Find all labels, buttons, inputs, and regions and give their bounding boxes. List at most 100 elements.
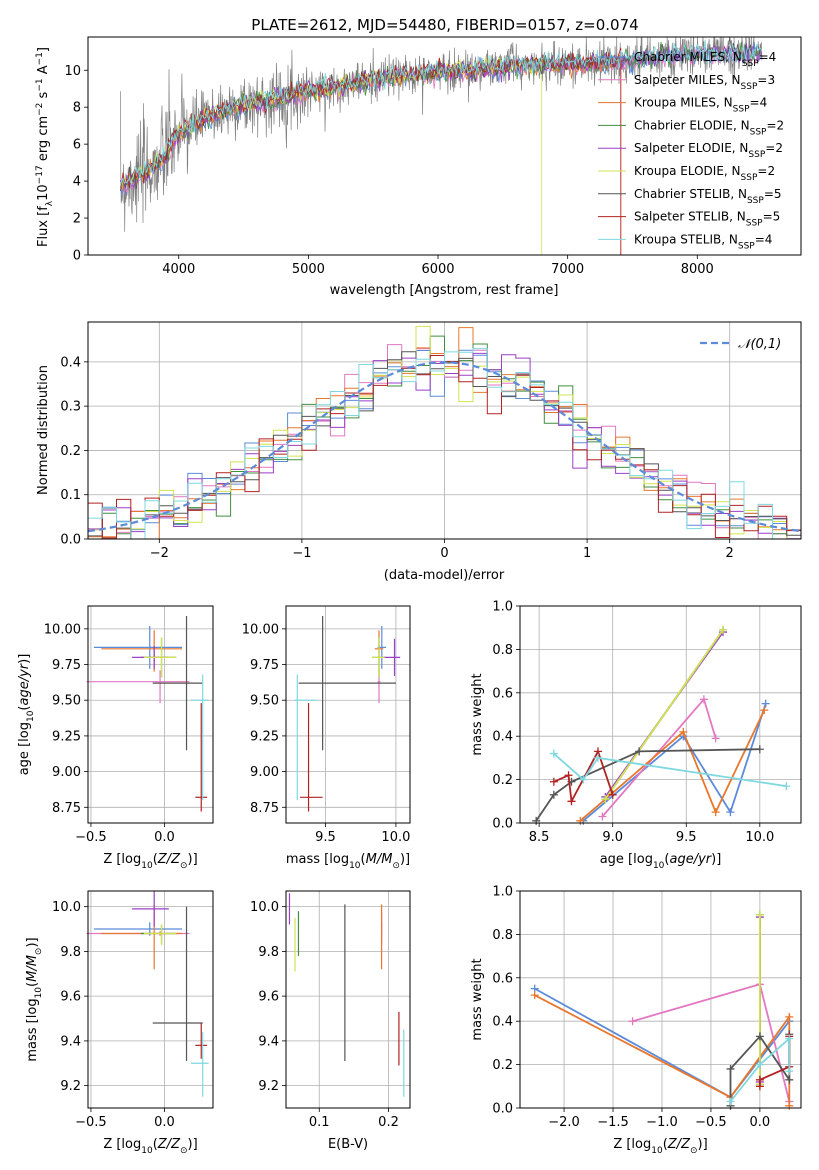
x-tick-label: −2: [150, 546, 169, 561]
x-tick-label: −2.0: [548, 1115, 580, 1130]
mass_vs_EBV-frame: [285, 890, 411, 1109]
x-tick-label: 0.2: [378, 1115, 399, 1130]
weight-marker: [785, 1075, 794, 1084]
weight-marker: [530, 991, 539, 1000]
age_vs_mass-plot: [294, 615, 401, 812]
x-tick-label: 10.0: [745, 830, 774, 845]
legend-label: Salpeter STELIB, NSSP=5: [634, 210, 780, 229]
y-axis-label: mass weight: [470, 958, 485, 1040]
weight_vs_age-frame: [519, 605, 802, 824]
y-tick-label: 10.00: [44, 622, 81, 637]
x-tick-label: −0.5: [75, 830, 107, 845]
legend-label: Salpeter MILES, NSSP=3: [634, 73, 775, 92]
x-axis-label: age [log10(age/yr)]: [600, 852, 722, 871]
weight-marker: [635, 747, 644, 756]
x-tick-label: −0.5: [75, 1115, 107, 1130]
y-tick-label: 9.8: [60, 945, 81, 960]
weight-line: [553, 752, 787, 787]
y-tick-label: 10.00: [242, 622, 279, 637]
weight-marker: [782, 782, 791, 791]
x-axis-label: mass [log10(M/M⊙)]: [286, 852, 410, 871]
weight-marker: [608, 790, 617, 799]
weight-marker: [785, 1067, 794, 1076]
y-tick-label: 9.2: [60, 1079, 81, 1094]
x-tick-label: 8000: [681, 262, 714, 277]
y-tick-label: 0.8: [492, 928, 513, 943]
weight-marker: [726, 808, 735, 817]
legend-label: 𝒩(0,1): [738, 337, 781, 352]
x-tick-label: 8.5: [529, 830, 550, 845]
weight-marker: [755, 910, 764, 919]
residuals-frame: [87, 321, 802, 540]
residuals-plot: [87, 325, 802, 540]
mass_vs_Z-plot: [86, 891, 209, 1097]
weight-marker: [593, 753, 602, 762]
weight-marker: [699, 695, 708, 704]
y-tick-label: 0.0: [60, 533, 81, 548]
weight_vs_age-grid: [520, 605, 801, 824]
weight-line: [582, 703, 767, 822]
spectrum-plot: [120, 36, 763, 255]
legend-label: Chabrier STELIB, NSSP=5: [634, 187, 782, 206]
y-tick-label: 9.8: [258, 945, 279, 960]
weight_vs_age-plot: [532, 625, 791, 825]
weight-marker: [755, 1075, 764, 1084]
y-tick-label: 9.6: [258, 990, 279, 1005]
x-axis-label: (data-model)/error: [384, 568, 505, 583]
y-tick-label: 0.8: [492, 643, 513, 658]
weight_vs_Z-panel: −2.0 −1.5 −1.0 −0.5 0.0 0.0 0.2 0.4 0.6 0.8 1.0 Z […: [470, 885, 802, 1156]
age_vs_Z-panel: −0.5 0.0 8.75 9.00 9.25 9.50 9.75 10.00 Z [log10…: [17, 605, 214, 871]
x-tick-label: 5000: [292, 262, 325, 277]
weight-line: [601, 697, 717, 818]
x-tick-label: 0.0: [154, 1115, 175, 1130]
weight-marker: [760, 706, 769, 715]
y-axis-label: age [log10(age/yr)]: [17, 654, 36, 776]
x-axis-label: Z [log10(Z/Z⊙)]: [103, 1137, 197, 1156]
histogram-step-line: [88, 335, 801, 540]
y-tick-label: 0.6: [492, 971, 513, 986]
weight-marker: [549, 790, 558, 799]
x-tick-label: 1: [583, 546, 591, 561]
weight-marker: [755, 745, 764, 754]
y-tick-label: 0.0: [492, 1102, 513, 1117]
y-tick-label: 10.0: [250, 900, 279, 915]
x-tick-label: 10.0: [381, 830, 410, 845]
mass_vs_Z-grid: [88, 891, 213, 1108]
weight-marker: [549, 749, 558, 758]
mass_vs_EBV-plot: [288, 893, 405, 1097]
y-tick-label: 0.4: [60, 355, 81, 370]
y-tick-label: 2: [73, 212, 81, 227]
y-tick-label: 9.00: [52, 765, 81, 780]
figure-title: PLATE=2612, MJD=54480, FIBERID=0157, z=0…: [251, 16, 638, 34]
y-tick-label: 9.6: [60, 990, 81, 1005]
weight-marker: [785, 1012, 794, 1021]
mass_vs_EBV-panel: 0.1 0.2 9.2 9.4 9.6 9.8 10.0 E(B-V): [250, 890, 411, 1152]
y-tick-label: 9.50: [52, 694, 81, 709]
gaussian-curve: [87, 361, 802, 533]
x-tick-label: −1: [292, 546, 311, 561]
y-tick-label: 9.75: [52, 658, 81, 673]
weight-marker: [598, 812, 607, 821]
age_vs_mass-frame: [285, 605, 411, 824]
y-tick-label: 9.50: [250, 694, 279, 709]
weight-marker: [567, 797, 576, 806]
weight-marker: [579, 775, 588, 784]
y-tick-label: 6: [73, 138, 81, 153]
x-tick-label: −1.0: [646, 1115, 678, 1130]
x-tick-label: −1.5: [597, 1115, 629, 1130]
y-tick-label: 9.00: [250, 765, 279, 780]
spectrum-model-line: [120, 37, 763, 192]
legend-label: Chabrier MILES, NSSP=4: [634, 50, 776, 69]
spectrum-frame: [87, 36, 802, 256]
weight-marker: [679, 727, 688, 736]
age_vs_Z-grid: [88, 606, 213, 823]
y-tick-label: 0.6: [492, 686, 513, 701]
y-tick-label: 10.0: [52, 900, 81, 915]
weight-line: [604, 629, 724, 800]
y-tick-label: 0.2: [492, 1058, 513, 1073]
weight-line: [579, 709, 766, 822]
x-tick-label: 9.5: [676, 830, 697, 845]
spectrum-panel: 4000 5000 6000 7000 8000 0 2 4 6 8 10 Chabrier MILE…: [35, 36, 802, 298]
y-axis-label: Flux [fλ10−17 erg cm−2 s−1 A−1]: [35, 47, 55, 247]
